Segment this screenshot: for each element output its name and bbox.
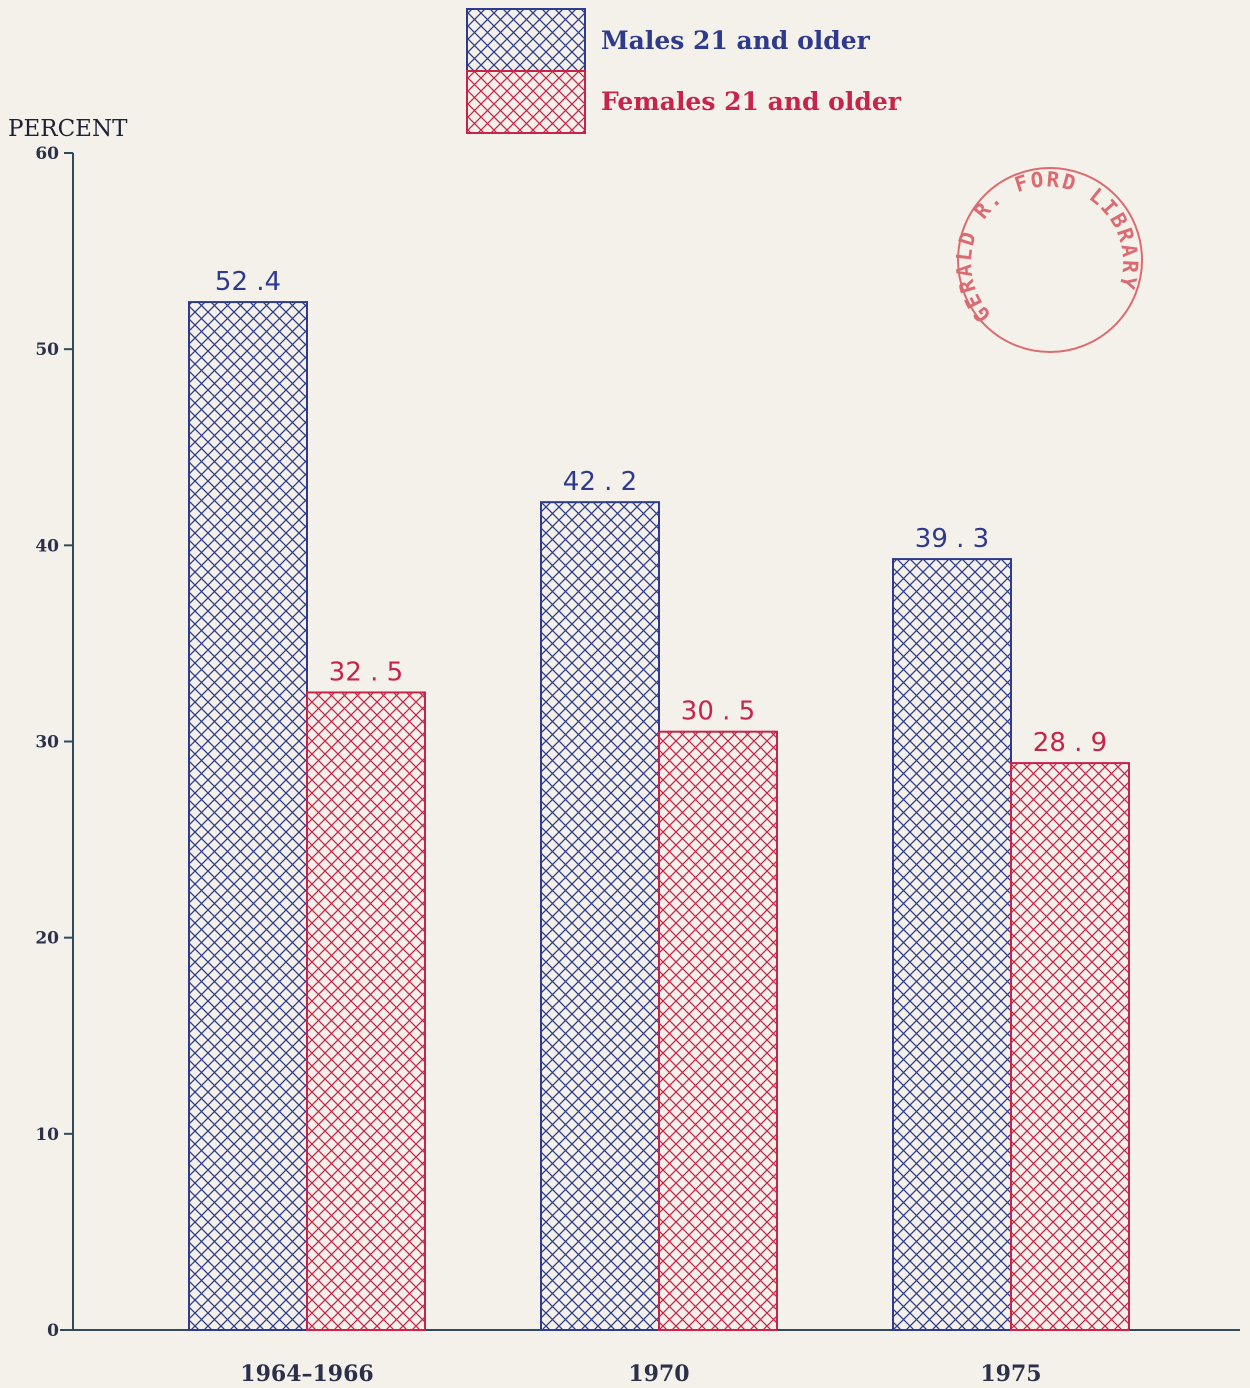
y-tick-label: 10 — [35, 1125, 59, 1145]
data-label-females-0: 32 . 5 — [329, 657, 403, 687]
legend-swatch-males — [466, 8, 586, 72]
legend-label-males: Males 21 and older — [601, 26, 871, 55]
legend-item-males: Males 21 and older — [466, 8, 871, 72]
data-label-females-1: 30 . 5 — [681, 697, 755, 727]
bar-females-1 — [658, 730, 778, 1331]
y-tick-label: 40 — [35, 536, 59, 556]
data-label-females-2: 28 . 9 — [1033, 728, 1107, 758]
data-label-males-0: 52 .4 — [215, 267, 281, 297]
bar-males-2 — [892, 558, 1012, 1331]
y-tick-label: 20 — [35, 929, 59, 949]
bar-females-0 — [306, 691, 426, 1331]
value-labels: 52 .4 32 . 5 42 . 2 30 . 5 39 . 3 28 . 9 — [215, 267, 1107, 758]
legend-item-females: Females 21 and older — [466, 70, 902, 134]
bar-males-0 — [188, 301, 308, 1331]
bar-males-1 — [540, 501, 660, 1331]
legend-label-females: Females 21 and older — [601, 87, 902, 116]
y-axis-label: PERCENT — [8, 116, 128, 142]
bar-females-2 — [1010, 762, 1130, 1331]
y-tick-label: 60 — [35, 144, 59, 164]
data-label-males-1: 42 . 2 — [563, 467, 637, 497]
bars — [188, 301, 1130, 1331]
legend: Males 21 and older Females 21 and older — [466, 8, 902, 134]
svg-text:GERALD R. FORD LIBRARY: GERALD R. FORD LIBRARY — [952, 167, 1143, 327]
legend-swatch-females — [466, 70, 586, 134]
y-ticks: 0 10 20 30 40 50 60 — [35, 144, 73, 1341]
category-label-1: 1970 — [628, 1361, 689, 1387]
y-tick-label: 50 — [35, 340, 59, 360]
category-labels: 1964–1966 1970 1975 — [240, 1361, 1041, 1387]
y-tick-label: 0 — [47, 1321, 59, 1341]
data-label-males-2: 39 . 3 — [915, 524, 989, 554]
y-tick-label: 30 — [35, 733, 59, 753]
library-stamp: GERALD R. FORD LIBRARY — [952, 167, 1143, 353]
category-label-2: 1975 — [980, 1361, 1041, 1387]
category-label-0: 1964–1966 — [240, 1361, 373, 1387]
